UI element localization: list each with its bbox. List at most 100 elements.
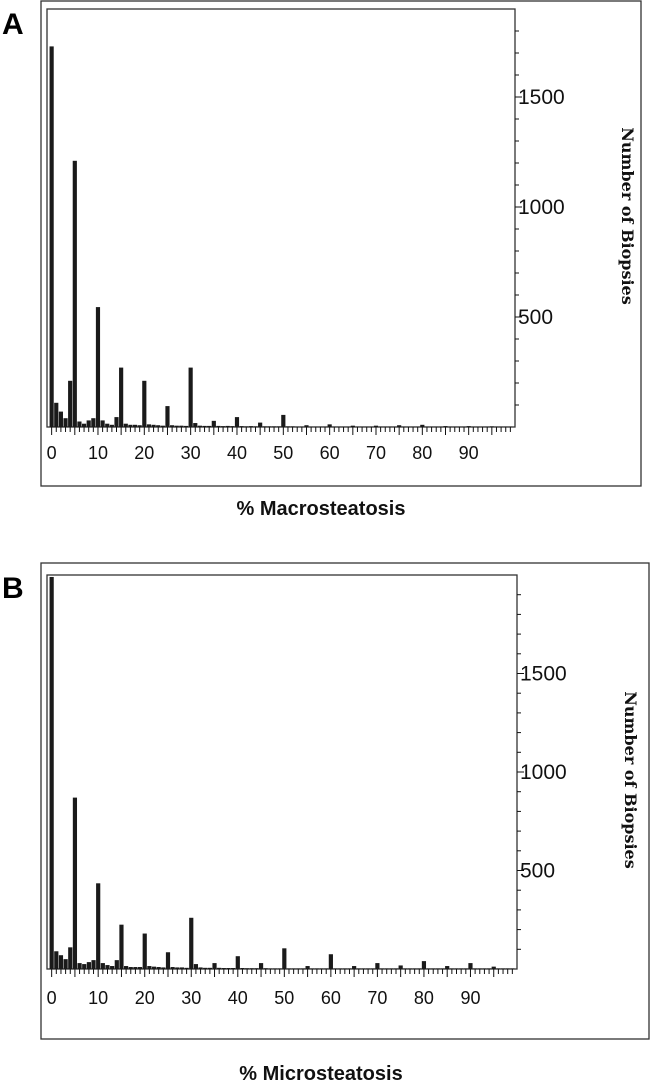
panel-a-letter: A <box>2 8 24 41</box>
bar-70 <box>373 425 379 427</box>
bar-13 <box>110 966 115 969</box>
x-tick-label: 30 <box>181 988 201 1008</box>
bar-91 <box>473 968 478 969</box>
bar-59 <box>324 968 329 969</box>
bar-45 <box>258 422 263 427</box>
bar-83 <box>435 968 440 969</box>
bar-75 <box>398 965 403 969</box>
bar-0 <box>49 46 54 428</box>
bar-20 <box>142 380 147 427</box>
bar-16 <box>123 423 128 427</box>
bar-30 <box>188 367 193 427</box>
y-tick-label: 1000 <box>518 196 565 219</box>
bar-31 <box>193 423 198 427</box>
bar-19 <box>137 967 143 969</box>
bar-73 <box>389 968 394 969</box>
bar-43 <box>249 968 254 969</box>
bar-60 <box>328 954 333 969</box>
bar-75 <box>397 425 402 427</box>
bar-80 <box>421 961 427 969</box>
bar-11 <box>100 420 105 427</box>
bar-28 <box>179 967 185 969</box>
bar-17 <box>128 967 133 969</box>
bar-47 <box>268 968 273 969</box>
bar-89 <box>463 968 468 969</box>
bar-48 <box>272 968 278 969</box>
bar-88 <box>459 968 464 969</box>
bar-90 <box>468 963 473 969</box>
bar-18 <box>133 967 138 969</box>
panel-b: B 0 10 20 30 40 50 60 70 80 90 500 1000 1500 Number… <box>2 562 650 1084</box>
bar-72 <box>384 968 389 969</box>
bar-62 <box>338 968 343 969</box>
panel-a-y-axis-label: Number of Biopsies <box>618 127 637 304</box>
bar-33 <box>203 967 208 969</box>
panel-b-y-axis: 500 1000 1500 <box>517 594 567 950</box>
bar-35 <box>211 420 216 427</box>
bar-96 <box>496 968 501 969</box>
bar-33 <box>202 425 207 427</box>
y-tick-label: 1000 <box>520 761 567 784</box>
bar-10 <box>95 307 101 427</box>
bar-48 <box>271 426 277 427</box>
bar-7 <box>81 423 87 427</box>
bar-94 <box>486 968 492 969</box>
x-tick-label: 20 <box>135 988 155 1008</box>
bar-32 <box>197 425 202 427</box>
x-tick-label: 60 <box>321 988 341 1008</box>
bar-34 <box>207 425 212 427</box>
bar-76 <box>403 968 408 969</box>
bar-28 <box>179 425 184 427</box>
panel-b-bars <box>49 576 515 969</box>
bar-78 <box>412 968 417 969</box>
bar-37 <box>221 968 226 969</box>
bar-41 <box>240 968 245 969</box>
bar-58 <box>319 968 324 969</box>
bar-34 <box>207 967 212 969</box>
bar-1 <box>54 951 59 969</box>
bar-27 <box>175 967 180 969</box>
bar-14 <box>114 417 119 427</box>
x-tick-label: 80 <box>414 988 434 1008</box>
bar-2 <box>58 955 64 969</box>
y-tick-label: 1500 <box>520 663 567 686</box>
bar-79 <box>417 968 422 969</box>
bar-38 <box>225 425 230 427</box>
bar-13 <box>109 424 114 427</box>
bar-55 <box>305 966 310 969</box>
x-tick-label: 50 <box>273 443 293 463</box>
bar-7 <box>82 964 87 969</box>
bar-39 <box>230 426 235 427</box>
bar-3 <box>63 418 68 427</box>
bar-50 <box>282 948 287 969</box>
bar-97 <box>500 968 506 969</box>
bar-5 <box>72 160 77 428</box>
bar-24 <box>161 967 166 969</box>
bar-49 <box>276 426 281 427</box>
bar-66 <box>356 968 361 969</box>
bar-54 <box>300 968 306 969</box>
bar-51 <box>285 426 291 427</box>
x-tick-label: 0 <box>47 443 57 463</box>
bar-71 <box>379 968 385 969</box>
bar-10 <box>96 883 101 969</box>
bar-20 <box>142 933 147 969</box>
bar-15 <box>119 367 124 427</box>
bar-29 <box>184 967 189 969</box>
bar-93 <box>482 968 487 969</box>
bar-50 <box>281 414 286 427</box>
bar-38 <box>226 968 231 969</box>
bar-82 <box>431 968 436 969</box>
bar-85 <box>443 426 448 427</box>
bar-47 <box>267 426 272 427</box>
bar-45 <box>258 963 264 969</box>
x-tick-label: 40 <box>228 988 248 1008</box>
bar-3 <box>63 959 68 969</box>
bar-36 <box>217 967 222 969</box>
bar-4 <box>68 947 73 969</box>
panel-a-y-axis: 500 1000 1500 <box>515 30 565 406</box>
bar-44 <box>253 426 258 427</box>
x-tick-label: 40 <box>227 443 247 463</box>
x-tick-label: 0 <box>47 988 57 1008</box>
